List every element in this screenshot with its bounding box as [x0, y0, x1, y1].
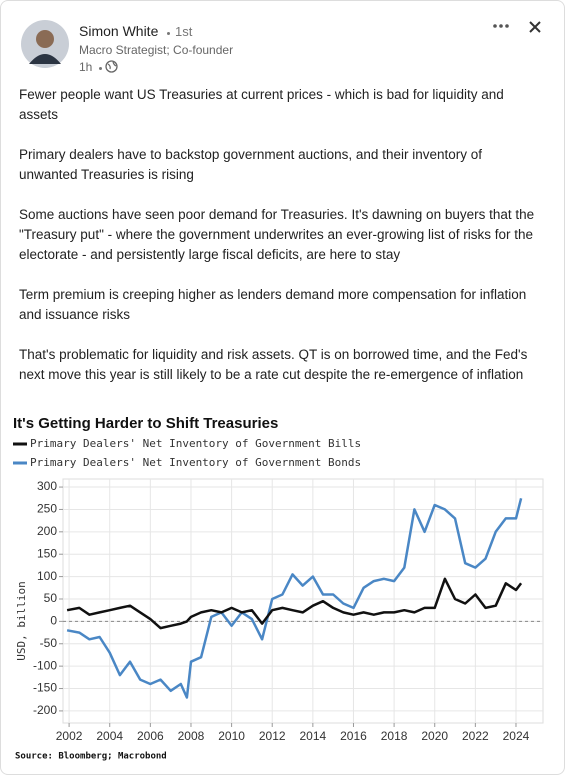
series-line: [66, 497, 523, 699]
author-headline: Macro Strategist; Co-founder: [79, 43, 234, 57]
author-name[interactable]: Simon White: [79, 23, 159, 39]
x-tick-label: 2004: [96, 729, 123, 743]
connection-degree: 1st: [175, 24, 193, 39]
y-tick-label: 200: [37, 524, 57, 538]
y-tick-label: 50: [44, 591, 58, 605]
y-tick-label: 100: [37, 569, 57, 583]
separator: [167, 32, 170, 35]
y-axis-title: USD, billion: [15, 581, 28, 660]
legend-label: Primary Dealers' Net Inventory of Govern…: [30, 456, 361, 469]
post-time: 1h: [79, 60, 93, 74]
x-tick-label: 2020: [421, 729, 448, 743]
x-tick-label: 2006: [137, 729, 164, 743]
y-tick-label: 0: [50, 614, 57, 628]
paragraph: Primary dealers have to backstop governm…: [19, 147, 482, 182]
post-body: Fewer people want US Treasuries at curre…: [19, 85, 544, 405]
y-tick-label: -200: [33, 703, 57, 717]
x-tick-label: 2002: [56, 729, 83, 743]
y-tick-label: -100: [33, 658, 57, 672]
y-tick-label: 250: [37, 502, 57, 516]
x-tick-label: 2024: [503, 729, 530, 743]
x-tick-label: 2022: [462, 729, 489, 743]
x-tick-label: 2014: [300, 729, 327, 743]
paragraph: Some auctions have seen poor demand for …: [19, 207, 535, 262]
series-line: [66, 577, 523, 630]
separator: [99, 67, 102, 70]
legend-label: Primary Dealers' Net Inventory of Govern…: [30, 437, 361, 450]
paragraph: That's problematic for liquidity and ris…: [19, 347, 528, 382]
chart: It's Getting Harder to Shift Treasuries …: [13, 415, 544, 762]
y-tick-label: -50: [40, 636, 58, 650]
x-tick-label: 2008: [178, 729, 205, 743]
chart-title: It's Getting Harder to Shift Treasuries: [13, 415, 278, 432]
x-tick-label: 2016: [340, 729, 367, 743]
more-button[interactable]: [491, 19, 511, 33]
y-tick-label: 300: [37, 479, 57, 493]
plot-area: [62, 478, 544, 724]
close-button[interactable]: [528, 20, 542, 34]
avatar[interactable]: [21, 20, 69, 68]
x-tick-label: 2018: [381, 729, 408, 743]
x-tick-label: 2012: [259, 729, 286, 743]
globe-icon: [105, 60, 118, 73]
x-tick-label: 2010: [218, 729, 245, 743]
paragraph: Fewer people want US Treasuries at curre…: [19, 87, 504, 122]
source: Source: Bloomberg; Macrobond: [15, 752, 167, 762]
y-tick-label: -150: [33, 681, 57, 695]
y-tick-label: 150: [37, 546, 57, 560]
paragraph: Term premium is creeping higher as lende…: [19, 287, 527, 322]
